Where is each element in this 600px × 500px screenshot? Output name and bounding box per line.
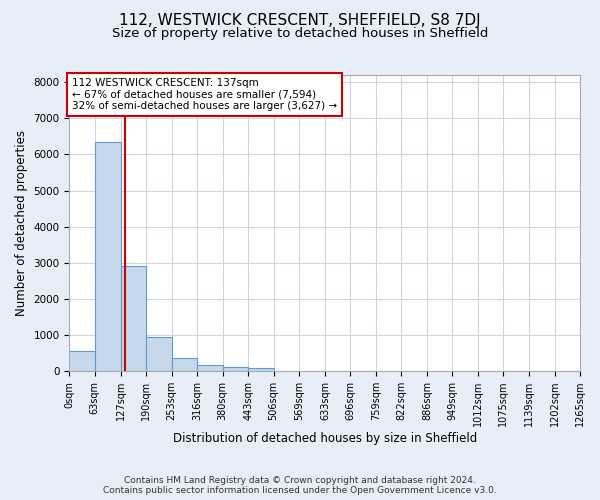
Text: 112, WESTWICK CRESCENT, SHEFFIELD, S8 7DJ: 112, WESTWICK CRESCENT, SHEFFIELD, S8 7D… bbox=[119, 12, 481, 28]
Bar bbox=[121, 266, 146, 371]
Bar bbox=[146, 337, 172, 371]
Y-axis label: Number of detached properties: Number of detached properties bbox=[15, 130, 28, 316]
Bar bbox=[172, 358, 197, 371]
X-axis label: Distribution of detached houses by size in Sheffield: Distribution of detached houses by size … bbox=[173, 432, 477, 445]
Bar bbox=[248, 368, 274, 371]
Text: Size of property relative to detached houses in Sheffield: Size of property relative to detached ho… bbox=[112, 28, 488, 40]
Bar bbox=[95, 142, 121, 371]
Text: 112 WESTWICK CRESCENT: 137sqm
← 67% of detached houses are smaller (7,594)
32% o: 112 WESTWICK CRESCENT: 137sqm ← 67% of d… bbox=[72, 78, 337, 111]
Bar bbox=[223, 367, 248, 371]
Text: Contains HM Land Registry data © Crown copyright and database right 2024.
Contai: Contains HM Land Registry data © Crown c… bbox=[103, 476, 497, 495]
Bar bbox=[197, 365, 223, 371]
Bar bbox=[70, 350, 95, 371]
